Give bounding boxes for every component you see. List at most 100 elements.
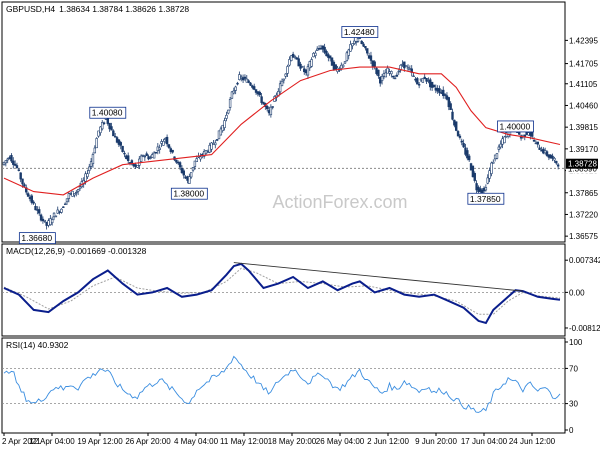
rsi-line	[3, 355, 561, 413]
candle-body	[128, 162, 132, 164]
candle-body	[473, 173, 476, 181]
candle-body	[527, 132, 530, 136]
candle-body	[434, 87, 438, 91]
candle-body	[391, 75, 395, 78]
candle-body	[306, 66, 310, 76]
candle-body	[165, 136, 169, 145]
candle-body	[26, 193, 30, 197]
macd-line	[3, 262, 561, 325]
candle-body	[204, 150, 208, 155]
candle-body	[10, 155, 13, 162]
candle-body	[227, 109, 230, 114]
candle-body	[366, 48, 369, 54]
candle-body	[299, 63, 302, 69]
candle-body	[110, 126, 113, 131]
candle-body	[52, 212, 56, 218]
candle-body	[63, 203, 67, 205]
price-annotations: 1.36680 1.40080 1.38000 1.42480 1.40000 1.378…	[18, 26, 534, 245]
candle-body	[290, 55, 293, 61]
candle-body	[445, 95, 449, 100]
candle-body	[501, 138, 504, 145]
candle-body	[188, 176, 191, 184]
candle-body	[84, 173, 87, 182]
candle-body	[189, 172, 193, 178]
candle-body	[73, 193, 76, 196]
candle-body	[82, 180, 85, 185]
symbol-label: GBPUSD,H4 1.38634 1.38784 1.38626 1.38728	[6, 4, 189, 14]
candle-body	[184, 176, 187, 179]
price-tick-label: 1.41705	[569, 60, 598, 69]
candle-body	[323, 46, 326, 53]
candle-body	[195, 158, 198, 162]
candle-body	[364, 46, 367, 49]
candle-body	[93, 147, 97, 154]
candle-body	[327, 54, 330, 58]
candle-body	[556, 164, 560, 167]
candle-body	[236, 82, 239, 85]
candle-body	[47, 220, 50, 226]
candle-body	[123, 152, 126, 155]
candle-body	[60, 208, 63, 213]
candle-body	[543, 150, 547, 154]
time-tick-label: 17 Jun 04:00	[461, 437, 508, 446]
candle-body	[455, 121, 458, 131]
candle-body	[76, 189, 80, 192]
candle-body	[460, 140, 463, 143]
candle-body	[6, 158, 9, 161]
candle-body	[39, 214, 43, 221]
candle-body	[206, 151, 210, 153]
rsi-tick-label: 30	[569, 400, 578, 409]
candle-body	[332, 61, 336, 70]
candle-body	[534, 142, 538, 145]
candle-body	[262, 101, 265, 105]
candle-body	[373, 61, 376, 67]
current-price-label-box	[566, 158, 598, 169]
rsi-indicator: 100 70 30 0	[2, 338, 583, 435]
candle-body	[32, 201, 35, 204]
time-tick-label: 18 May 20:00	[268, 437, 317, 446]
candle-body	[341, 64, 345, 68]
candle-body	[412, 75, 415, 77]
annotation-label: 1.40080	[92, 108, 123, 118]
candle-body	[223, 120, 226, 128]
price-tick-label: 1.39170	[569, 145, 598, 154]
candle-body	[280, 80, 284, 87]
candle-body	[403, 61, 406, 69]
price-tick-label: 1.37220	[569, 210, 598, 219]
candle-body	[429, 79, 432, 88]
candle-body	[238, 74, 241, 80]
candle-body	[258, 91, 261, 96]
candle-body	[449, 103, 452, 111]
time-tick-label: 4 May 04:00	[174, 437, 219, 446]
candle-body	[12, 160, 15, 165]
price-tick-label: 1.40460	[569, 101, 598, 110]
reference-price-label: 1.38590	[568, 164, 597, 173]
candle-body	[390, 71, 393, 75]
candle-body	[297, 58, 300, 67]
candle-body	[8, 157, 11, 159]
macd-tick-label: 0.007342	[569, 256, 600, 265]
candle-body	[301, 66, 304, 68]
candle-body	[430, 81, 434, 88]
candle-body	[89, 161, 93, 167]
candle-body	[308, 61, 311, 69]
candle-body	[21, 178, 24, 185]
candle-body	[171, 149, 174, 153]
candle-body	[141, 155, 145, 157]
rsi-tick-label: 100	[569, 338, 583, 347]
candle-body	[321, 45, 324, 50]
candle-body	[312, 52, 315, 58]
candle-body	[545, 151, 549, 156]
candle-body	[169, 148, 172, 152]
candle-body	[45, 221, 48, 226]
candle-body	[351, 43, 354, 47]
candle-body	[427, 80, 430, 82]
candle-body	[254, 89, 258, 93]
candle-body	[334, 64, 337, 70]
candle-body	[447, 97, 450, 108]
candle-body	[241, 77, 245, 81]
candle-body	[551, 155, 554, 159]
candle-body	[382, 73, 386, 77]
